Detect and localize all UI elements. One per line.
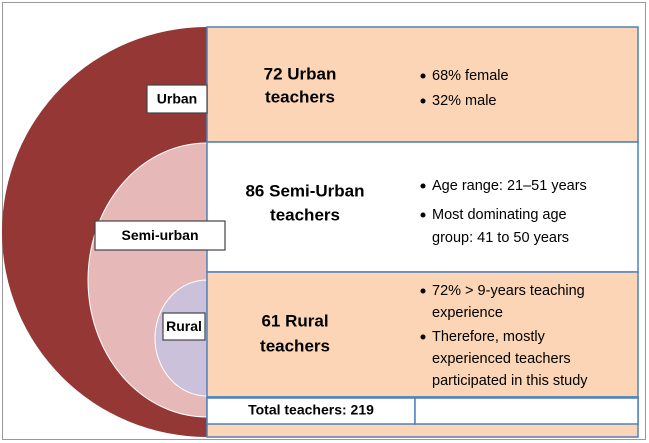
bullet-text: Most dominating age	[432, 207, 567, 223]
group-label: Rural	[166, 318, 202, 334]
group-heading: teachers	[265, 87, 335, 106]
group-label: Semi-urban	[121, 227, 198, 243]
urban-row	[206, 26, 639, 143]
bullet-text: experienced teachers	[432, 351, 571, 367]
bullet-text: 68% female	[432, 68, 509, 84]
total-label: Total teachers: 219	[248, 402, 374, 418]
bullet-dot	[420, 98, 426, 104]
group-label-box	[94, 220, 226, 251]
bullet-text: experience	[432, 305, 503, 321]
bullet-text: participated in this study	[432, 373, 588, 389]
bullet-dot	[420, 183, 426, 189]
total-empty	[414, 397, 639, 425]
bullet-text: Age range: 21–51 years	[432, 178, 587, 194]
bullet-dot	[420, 73, 426, 79]
bullet-text: Therefore, mostly	[432, 329, 546, 345]
group-label-box	[162, 312, 206, 341]
group-heading: 86 Semi-Urban	[245, 181, 364, 200]
group-heading: teachers	[270, 205, 340, 224]
bullet-dot	[420, 334, 426, 340]
bullet-text: 32% male	[432, 93, 496, 109]
bullet-text: 72% > 9-years teaching	[432, 283, 585, 299]
bullet-text: group: 41 to 50 years	[432, 230, 569, 246]
bullet-dot	[420, 288, 426, 294]
group-heading: 72 Urban	[264, 64, 337, 83]
group-heading: 61 Rural	[261, 311, 328, 330]
group-heading: teachers	[260, 336, 330, 355]
group-label-box	[146, 84, 208, 114]
total-box	[206, 397, 416, 425]
group-label: Urban	[157, 91, 197, 107]
semi-urban-row	[206, 141, 639, 273]
bullet-dot	[420, 212, 426, 218]
